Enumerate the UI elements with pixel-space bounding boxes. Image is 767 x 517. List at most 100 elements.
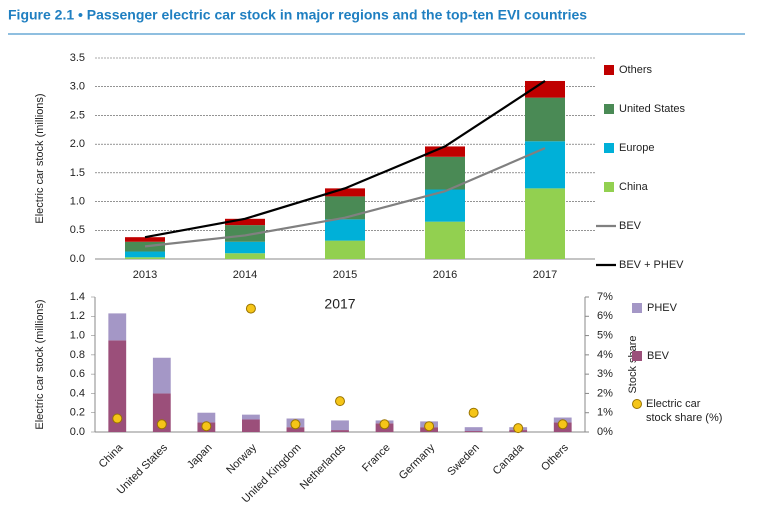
y-tick-label: 0.2 xyxy=(70,407,85,419)
legend-swatch xyxy=(604,143,614,153)
y2-axis-label: Stock share xyxy=(627,335,639,393)
x-tick-label: Sweden xyxy=(445,442,482,479)
y-tick-label: 0.5 xyxy=(70,224,85,236)
x-tick-label: Others xyxy=(539,441,571,473)
bar-segment xyxy=(325,240,365,259)
legend-label: Electric car stock share (%) xyxy=(646,398,723,424)
y-tick-label: 3.0 xyxy=(70,81,85,93)
line xyxy=(144,147,546,248)
x-tick-label: Netherlands xyxy=(298,441,349,492)
bar-segment xyxy=(464,427,483,432)
legend-swatch xyxy=(632,303,642,313)
bar-segment xyxy=(525,97,565,142)
point xyxy=(468,407,479,418)
bar-segment xyxy=(225,218,265,226)
x-tick-label: 2017 xyxy=(533,269,557,281)
point xyxy=(112,413,123,424)
y-tick-label: 0.0 xyxy=(70,426,85,438)
bar-segment xyxy=(425,146,465,157)
legend-label: China xyxy=(619,181,649,193)
y2-tick-label: 2% xyxy=(597,387,613,399)
bar-segment xyxy=(425,221,465,259)
bar-segment xyxy=(152,357,171,394)
y-tick-label: 0.0 xyxy=(70,253,85,265)
legend-label: BEV + PHEV xyxy=(619,259,684,271)
y-tick-label: 3.5 xyxy=(70,52,85,64)
legend-swatch xyxy=(604,104,614,114)
x-tick-label: France xyxy=(360,442,393,475)
x-tick-label: China xyxy=(97,441,126,470)
bar-segment xyxy=(325,219,365,241)
bar-segment xyxy=(286,427,305,432)
bar-segment xyxy=(331,430,349,432)
legend-swatch xyxy=(632,351,642,361)
x-tick-label: Germany xyxy=(397,441,438,482)
bar-segment xyxy=(425,156,465,190)
x-tick-label: Japan xyxy=(185,442,215,472)
y-tick-label: 1.4 xyxy=(70,291,85,303)
point xyxy=(245,303,256,314)
legend-swatch xyxy=(604,182,614,192)
legend-label: BEV xyxy=(619,220,642,232)
y-tick-label: 1.0 xyxy=(70,329,85,341)
legend-label-text: Electric car stock share (%) xyxy=(646,398,723,424)
bar-segment xyxy=(108,340,127,432)
bar-segment xyxy=(325,196,365,220)
point xyxy=(201,421,212,432)
y-tick-label: 0.4 xyxy=(70,387,85,399)
legend-label: United States xyxy=(619,103,686,115)
y2-tick-label: 4% xyxy=(597,349,613,361)
legend-label: Others xyxy=(619,64,653,76)
bar-segment xyxy=(331,420,349,431)
point xyxy=(290,419,301,430)
y2-tick-label: 1% xyxy=(597,407,613,419)
x-tick-label: Norway xyxy=(224,441,259,476)
bar-segment xyxy=(242,414,260,420)
y-tick-label: 2.0 xyxy=(70,138,85,150)
point xyxy=(156,419,167,430)
bar-segment xyxy=(108,313,127,341)
annotation: 2017 xyxy=(324,296,355,312)
y2-tick-label: 3% xyxy=(597,368,613,380)
point xyxy=(379,419,390,430)
bar-segment xyxy=(225,241,265,254)
bar-segment xyxy=(325,188,365,197)
y-tick-label: 0.6 xyxy=(70,368,85,380)
y-tick-label: 2.5 xyxy=(70,109,85,121)
point xyxy=(424,421,435,432)
point xyxy=(335,396,345,407)
y-axis-label: Electric car stock (millions) xyxy=(34,93,46,223)
bar-segment xyxy=(525,188,565,259)
y2-tick-label: 7% xyxy=(597,291,613,303)
x-tick-label: 2016 xyxy=(433,269,457,281)
bar-segment xyxy=(197,412,216,423)
legend-swatch xyxy=(604,65,614,75)
bar-segment xyxy=(125,257,165,259)
y-tick-label: 1.0 xyxy=(70,195,85,207)
legend-label: PHEV xyxy=(647,302,678,314)
y2-tick-label: 6% xyxy=(597,310,613,322)
point xyxy=(557,419,568,430)
y-tick-label: 0.8 xyxy=(70,349,85,361)
y-tick-label: 1.5 xyxy=(70,167,85,179)
point xyxy=(513,423,524,434)
figure-title: Figure 2.1 • Passenger electric car stoc… xyxy=(8,7,587,23)
bar-segment xyxy=(125,241,165,252)
bar-segment xyxy=(242,419,260,432)
bar-segment xyxy=(125,251,165,258)
bar-segment xyxy=(464,431,483,432)
x-tick-label: 2013 xyxy=(133,269,157,281)
legend-label: Europe xyxy=(619,142,654,154)
bar-segment xyxy=(225,253,265,259)
y-tick-label: 1.2 xyxy=(70,310,85,322)
x-tick-label: Canada xyxy=(491,441,527,477)
y2-tick-label: 0% xyxy=(597,426,613,438)
line xyxy=(144,80,546,239)
x-tick-label: 2014 xyxy=(233,269,257,281)
x-tick-label: 2015 xyxy=(333,269,357,281)
y-axis-label: Electric car stock (millions) xyxy=(34,299,46,429)
legend-label: BEV xyxy=(647,350,670,362)
bar-segment xyxy=(525,80,565,98)
legend-swatch xyxy=(632,399,642,409)
